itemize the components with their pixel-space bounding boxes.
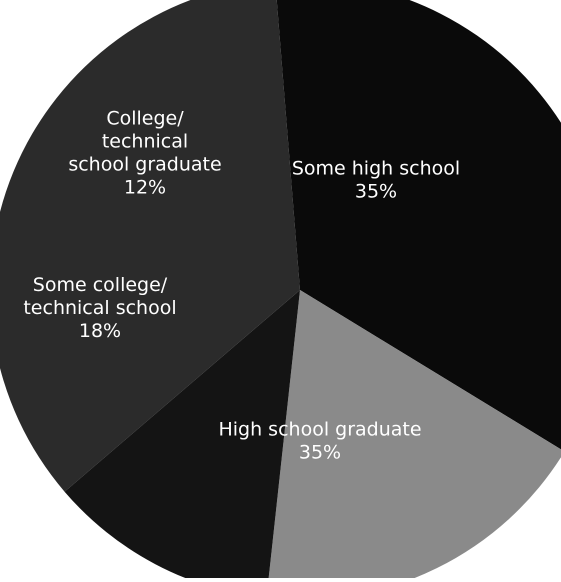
- labels-layer: Some high school 35%High school graduate 3…: [23, 108, 460, 464]
- slice-category-label: Some college/: [33, 274, 168, 296]
- pie-slice-1: [0, 0, 300, 492]
- slice-value-label: 35%: [355, 181, 397, 203]
- slice-category-label: school graduate: [68, 154, 221, 176]
- pie-slice-2: [276, 0, 561, 450]
- slice-category-label: technical school: [23, 297, 176, 319]
- slice-label-2: High school graduate 35%: [218, 419, 421, 464]
- slice-value-label: 35%: [299, 442, 341, 464]
- slice-category-label: High school graduate: [218, 419, 421, 441]
- slice-category-label: Some high school: [292, 158, 460, 180]
- slice-category-label: College/: [106, 108, 184, 130]
- slice-label-1: Some high school 35%: [292, 158, 460, 203]
- pie-slice-3: [268, 290, 561, 582]
- slice-value-label: 18%: [79, 320, 121, 342]
- slice-category-label: technical: [102, 131, 188, 153]
- slice-label-3: Some college/technical school 18%: [23, 274, 176, 342]
- slice-label-4: College/technical school graduate 12%: [68, 108, 221, 199]
- slice-value-label: 12%: [124, 177, 166, 199]
- pie-slice-4: [64, 290, 300, 582]
